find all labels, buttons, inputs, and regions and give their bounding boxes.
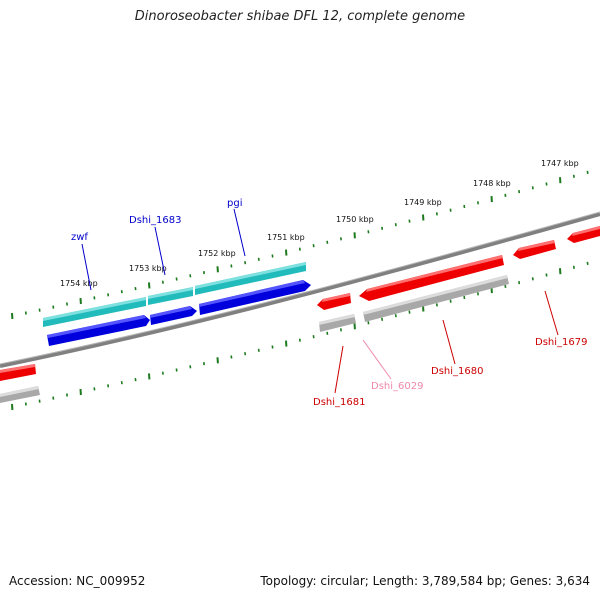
outer-scale-ticks — [11, 170, 589, 320]
forward-cds-dshi-1683[interactable] — [150, 306, 197, 325]
genome-summary-label: Topology: circular; Length: 3,789,584 bp… — [260, 574, 590, 588]
leader-line-dshi-1683 — [154, 226, 166, 276]
leader-line-dshi-1680 — [442, 319, 456, 365]
gene-label-dshi-1679[interactable]: Dshi_1679 — [535, 337, 587, 348]
scale-label-1748: 1748 kbp — [473, 179, 511, 188]
genome-backbone-highlight — [0, 211, 600, 365]
reverse-gene-dshi-1681[interactable] — [319, 314, 356, 332]
scale-label-1753: 1753 kbp — [129, 264, 167, 273]
forward-gene-dshi-1683[interactable] — [148, 287, 193, 305]
forward-cds-pgi[interactable] — [199, 280, 311, 315]
gene-label-dshi-1680[interactable]: Dshi_1680 — [431, 366, 483, 377]
leader-line-pgi — [233, 208, 246, 257]
accession-label: Accession: NC_009952 — [9, 574, 146, 588]
gene-label-zwf[interactable]: zwf — [71, 232, 88, 243]
leader-line-zwf — [81, 243, 92, 291]
forward-gene-pgi[interactable] — [195, 262, 306, 295]
genome-backbone — [0, 212, 600, 368]
inner-scale-ticks — [11, 261, 589, 411]
leader-line-dshi-1679 — [544, 290, 559, 336]
gene-label-dshi-1681[interactable]: Dshi_1681 — [313, 397, 365, 408]
map-title: Dinoroseobacter shibae DFL 12, complete … — [134, 9, 466, 24]
reverse-gene-dshi-1680[interactable] — [363, 275, 509, 322]
leader-line-dshi-6029 — [362, 339, 392, 380]
scale-label-1750: 1750 kbp — [336, 215, 374, 224]
gene-label-dshi-1683[interactable]: Dshi_1683 — [129, 215, 181, 226]
scale-label-1749: 1749 kbp — [404, 198, 442, 207]
forward-cds-zwf[interactable] — [47, 315, 150, 346]
leader-line-dshi-1681 — [334, 345, 344, 394]
gene-label-dshi-6029[interactable]: Dshi_6029 — [371, 381, 423, 392]
reverse-cds-dshi-1681[interactable] — [317, 293, 351, 310]
gene-label-pgi[interactable]: pgi — [227, 198, 242, 209]
scale-label-1751: 1751 kbp — [267, 233, 305, 242]
reverse-gene-left[interactable] — [0, 386, 40, 403]
forward-gene-zwf[interactable] — [43, 297, 146, 327]
reverse-cds-dshi-1680[interactable] — [359, 255, 504, 301]
scale-label-1747: 1747 kbp — [541, 159, 579, 168]
scale-label-1754: 1754 kbp — [60, 279, 98, 288]
reverse-cds-dshi-1678[interactable] — [567, 226, 600, 243]
reverse-cds-left[interactable] — [0, 364, 36, 381]
scale-label-1752: 1752 kbp — [198, 249, 236, 258]
reverse-cds-dshi-1679[interactable] — [513, 240, 556, 259]
